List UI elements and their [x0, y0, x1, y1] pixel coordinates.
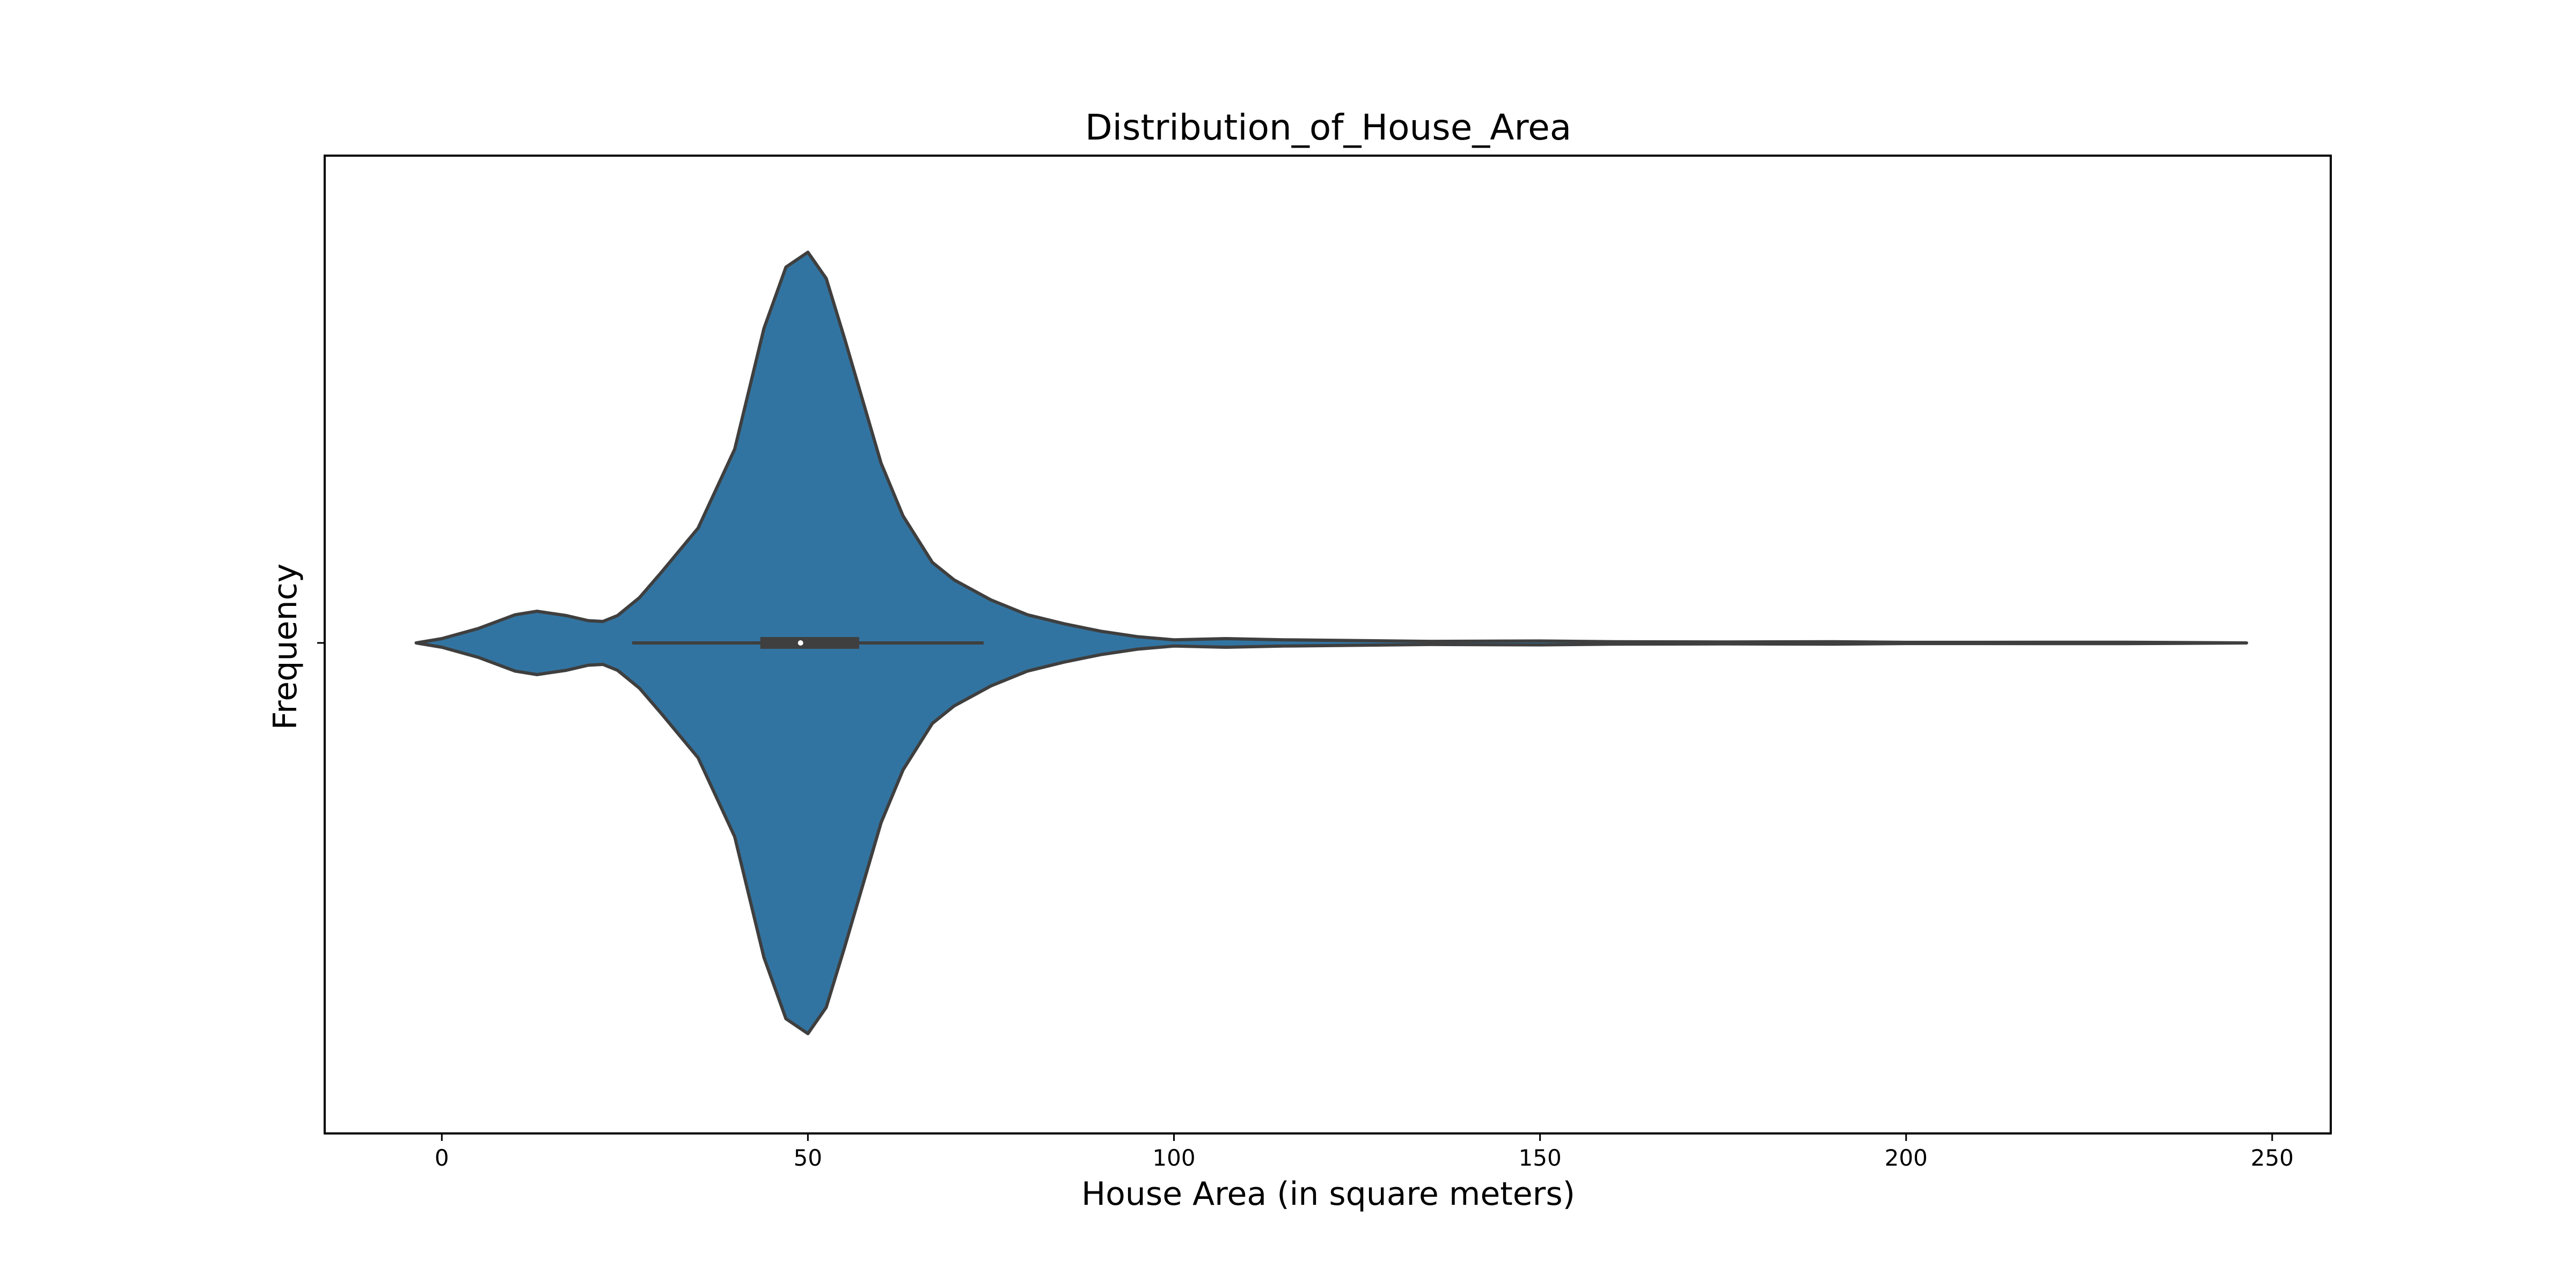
x-axis-label: House Area (in square meters): [1081, 1175, 1575, 1213]
y-axis-label: Frequency: [267, 564, 304, 730]
x-tick-label: 100: [1152, 1145, 1195, 1171]
median-marker: [797, 640, 803, 646]
x-tick-label: 50: [794, 1145, 822, 1171]
box-iqr: [760, 637, 859, 649]
violin-body: [414, 251, 2249, 1035]
axes-frame: [324, 155, 2332, 1135]
x-tick-label: 0: [435, 1145, 449, 1171]
x-tick-label: 250: [2251, 1145, 2294, 1171]
plot-area: [414, 251, 2249, 1035]
x-tick-label: 200: [1885, 1145, 1928, 1171]
x-tick-label: 150: [1519, 1145, 1562, 1171]
chart-title: Distribution_of_House_Area: [1085, 107, 1571, 148]
x-axis: 0 50 100 150 200 250: [435, 1133, 2294, 1171]
